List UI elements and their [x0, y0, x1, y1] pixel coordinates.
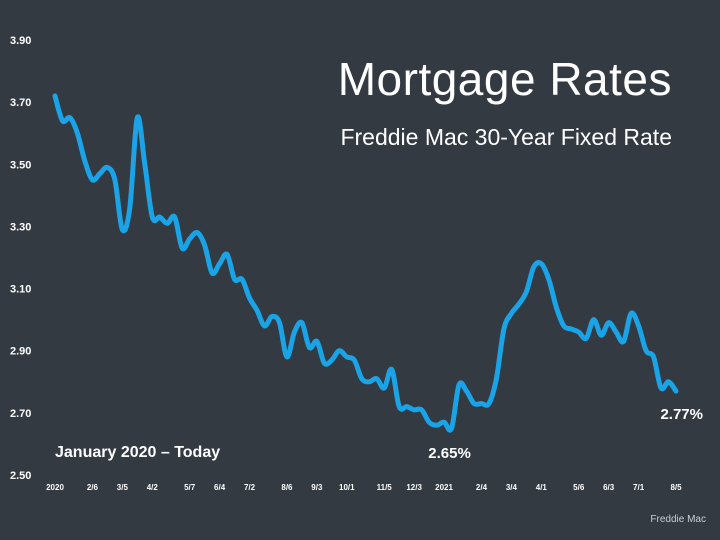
chart-title: Mortgage Rates	[337, 53, 672, 105]
x-tick-label: 3/4	[506, 483, 518, 492]
x-tick-label: 12/3	[406, 483, 422, 492]
x-tick-label: 5/7	[184, 483, 196, 492]
y-tick-label: 3.70	[10, 97, 31, 109]
annotations: 2.65% 2.77%	[428, 406, 703, 462]
rate-series-line	[52, 93, 679, 433]
date-range-label: January 2020 – Today	[55, 444, 221, 461]
rate-annotation: 2.77%	[660, 406, 703, 423]
y-tick-label: 2.70	[10, 408, 31, 420]
x-tick-label: 6/3	[603, 483, 615, 492]
chart-subtitle: Freddie Mac 30-Year Fixed Rate	[340, 124, 672, 150]
x-axis: 2020 2/6 3/5 4/2 5/7 6/4 7/2 8/6 9/3 10/1 11/5 12/3…	[46, 483, 682, 492]
source-credit: Freddie Mac	[650, 514, 706, 525]
x-tick-label: 4/1	[536, 483, 548, 492]
x-tick-label: 7/2	[244, 483, 256, 492]
y-tick-label: 3.90	[10, 35, 31, 47]
rate-annotation: 2.65%	[428, 445, 471, 462]
y-tick-label: 2.50	[10, 470, 31, 482]
x-tick-label: 9/3	[311, 483, 323, 492]
x-tick-label: 5/6	[573, 483, 585, 492]
x-tick-label: 2020	[46, 483, 64, 492]
x-tick-label: 11/5	[377, 483, 393, 492]
y-tick-label: 2.90	[10, 346, 31, 358]
x-tick-label: 4/2	[147, 483, 159, 492]
x-tick-label: 7/1	[633, 483, 645, 492]
x-tick-label: 6/4	[214, 483, 226, 492]
y-tick-label: 3.10	[10, 284, 31, 296]
x-tick-label: 2/4	[476, 483, 488, 492]
y-axis: 3.90 3.70 3.50 3.30 3.10 2.90 2.70 2.50	[10, 35, 31, 482]
x-tick-label: 8/6	[281, 483, 293, 492]
x-tick-label: 10/1	[339, 483, 355, 492]
x-tick-label: 8/5	[670, 483, 682, 492]
x-tick-label: 2/6	[87, 483, 99, 492]
x-tick-label: 3/5	[117, 483, 129, 492]
y-tick-label: 3.30	[10, 221, 31, 233]
y-tick-label: 3.50	[10, 159, 31, 171]
x-tick-label: 2021	[435, 483, 453, 492]
